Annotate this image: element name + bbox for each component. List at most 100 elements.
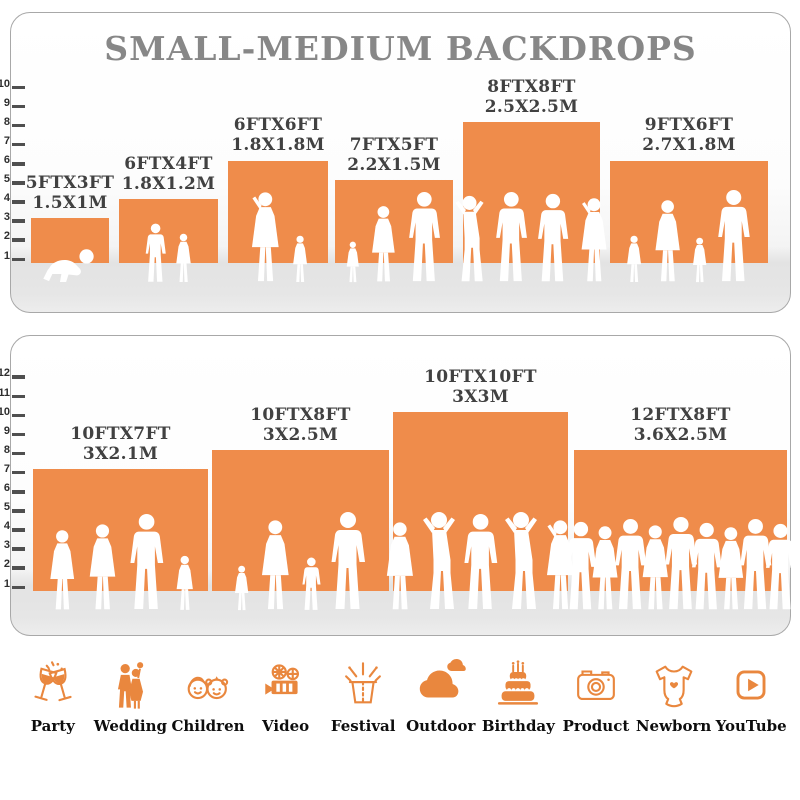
children-icon <box>187 676 229 700</box>
axis-tick-mark <box>12 104 25 109</box>
axis-tick-label: 12 <box>0 367 10 380</box>
category-birthday: Birthday <box>480 656 558 735</box>
axis-tick-label: 4 <box>3 520 10 533</box>
axis-tick-label: 11 <box>0 386 10 399</box>
category-label: Product <box>562 717 630 735</box>
axis-tick-mark <box>12 432 25 437</box>
silhouette-woman <box>45 529 79 611</box>
axis-tick-mark <box>12 375 25 379</box>
silhouette-baby <box>40 245 101 283</box>
silhouette-woman <box>381 521 419 611</box>
silhouette-manup <box>500 511 542 611</box>
silhouette-womanup <box>246 191 285 283</box>
size-bar <box>463 122 600 263</box>
silhouette-man <box>534 193 572 283</box>
size-label: 6FTX4FT 1.8X1.2M <box>121 153 216 194</box>
silhouette-girl <box>173 233 194 283</box>
silhouette-man <box>405 191 444 283</box>
axis-tick-label: 5 <box>3 501 10 514</box>
silhouette-toddler <box>232 565 251 611</box>
category-label: Party <box>30 717 75 735</box>
axis-tick-label: 2 <box>3 230 10 243</box>
axis-tick-label: 5 <box>3 173 10 186</box>
axis-tick-label: 6 <box>3 482 10 494</box>
axis-tick-mark <box>12 470 25 475</box>
silhouette-toddler <box>690 237 709 283</box>
axis-tick-mark <box>12 181 25 185</box>
axis-tick-label: 9 <box>3 424 10 437</box>
silhouette-manup <box>418 511 460 611</box>
axis-tick-label: 7 <box>3 462 10 475</box>
axis-tick-label: 10 <box>0 405 10 418</box>
silhouette-girl <box>624 235 644 283</box>
axis-tick-mark <box>12 509 25 513</box>
silhouette-man <box>126 513 167 611</box>
size-bar <box>31 217 109 263</box>
silhouette-man <box>492 191 531 283</box>
silhouette-girl <box>173 555 197 611</box>
axis-tick-mark <box>12 528 25 532</box>
size-label: 10FTX7FT 3X2.1M <box>70 424 171 465</box>
silhouette-man <box>460 513 501 611</box>
category-label: Festival <box>330 717 396 735</box>
axis-tick-label: 4 <box>3 192 10 205</box>
axis-tick-label: 3 <box>3 211 10 224</box>
category-video: Video <box>247 656 325 735</box>
axis-tick-label: 8 <box>3 115 10 128</box>
page-title: SMALL-MEDIUM BACKDROPS <box>104 29 697 68</box>
axis-tick-label: 6 <box>3 154 10 166</box>
category-wedding: Wedding <box>92 656 170 735</box>
size-label: 5FTX3FT 1.5X1M <box>25 172 115 213</box>
axis-tick-label: 9 <box>3 96 10 109</box>
axis-tick-mark <box>12 566 25 570</box>
axis-tick-mark <box>12 123 25 128</box>
silhouette-womanup <box>576 197 612 283</box>
size-label: 9FTX6FT 2.7X1.8M <box>642 115 736 156</box>
silhouette-woman <box>256 519 295 611</box>
silhouette-boy <box>300 557 323 611</box>
wedding-icon <box>118 662 144 709</box>
category-label: YouTube <box>715 717 787 735</box>
silhouette-woman <box>84 523 121 611</box>
axis-tick-mark <box>12 394 25 398</box>
silhouette-woman <box>650 199 685 283</box>
silhouette-manup <box>451 195 488 283</box>
axis-tick-mark <box>12 85 25 90</box>
axis-tick-mark <box>12 257 25 261</box>
video-icon <box>264 664 299 695</box>
outdoor-icon <box>419 658 466 698</box>
category-label: Outdoor <box>406 717 476 735</box>
category-youtube: YouTube <box>712 656 790 735</box>
axis-tick-label: 1 <box>3 577 10 590</box>
axis-tick-mark <box>12 451 25 456</box>
category-label: Children <box>171 717 245 735</box>
axis-tick-label: 8 <box>3 443 10 456</box>
silhouette-boy <box>143 223 168 283</box>
axis-tick-mark <box>12 547 25 551</box>
axis-tick-label: 3 <box>3 539 10 552</box>
axis-tick-mark <box>12 219 25 223</box>
silhouette-man <box>327 511 369 611</box>
axis-tick-mark <box>12 142 25 147</box>
silhouette-woman <box>367 205 400 283</box>
silhouette-man <box>714 189 753 283</box>
axis-tick-mark <box>12 162 25 166</box>
axis-tick-label: 2 <box>3 558 10 571</box>
size-label: 8FTX8FT 2.5X2.5M <box>484 77 579 118</box>
axis-tick-mark <box>12 490 25 494</box>
category-newborn: Newborn <box>635 656 713 735</box>
size-label: 10FTX10FT 3X3M <box>424 367 537 408</box>
party-icon <box>34 661 72 702</box>
axis-tick-mark <box>12 585 25 589</box>
silhouette-man <box>762 523 799 611</box>
category-festival: Festival <box>324 656 402 735</box>
category-icon-row: Party Wedding <box>14 656 790 735</box>
axis-tick-label: 10 <box>0 77 10 90</box>
size-label: 10FTX8FT 3X2.5M <box>250 405 351 446</box>
youtube-icon <box>736 670 766 700</box>
size-label: 7FTX5FT 2.2X1.5M <box>347 134 441 175</box>
category-party: Party <box>14 656 92 735</box>
category-label: Wedding <box>93 717 168 735</box>
axis-tick-label: 7 <box>3 134 10 147</box>
